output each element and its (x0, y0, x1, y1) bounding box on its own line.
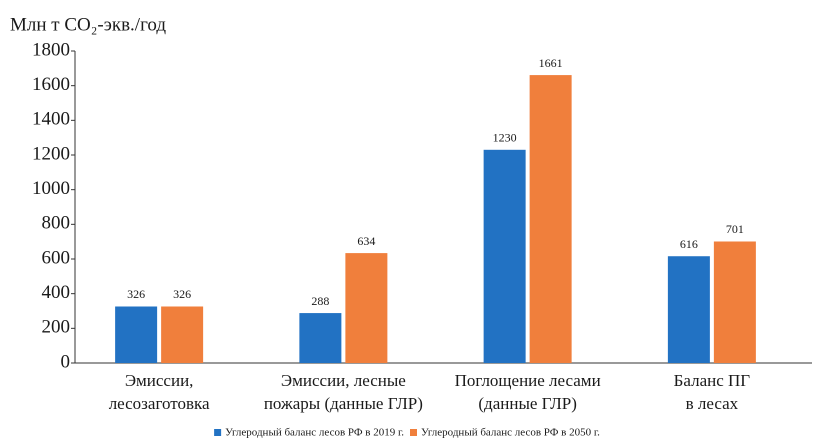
bar (161, 306, 204, 363)
x-tick-label: Баланс ПГ (674, 371, 751, 390)
data-label: 326 (127, 287, 145, 301)
data-label: 326 (173, 287, 191, 301)
bar (713, 241, 756, 363)
y-tick-label: 0 (61, 351, 71, 372)
data-label: 1230 (493, 131, 517, 145)
legend-label: Углеродный баланс лесов РФ в 2019 г. (225, 427, 404, 439)
legend-swatch (410, 429, 417, 436)
data-label: 634 (357, 234, 375, 248)
y-tick-label: 1200 (32, 143, 70, 164)
x-tick-label: Эмиссии, (125, 371, 194, 390)
bar (667, 256, 710, 363)
data-label: 701 (726, 222, 744, 236)
y-axis-label: Млн т CO₂-экв./год (10, 14, 166, 35)
bar (115, 306, 158, 363)
legend-swatch (214, 429, 222, 436)
data-label: 616 (680, 237, 698, 251)
x-tick-label: Поглощение лесами (455, 371, 601, 390)
data-label: 288 (311, 294, 329, 308)
y-tick-label: 1800 (32, 39, 70, 60)
y-tick-label: 400 (42, 282, 71, 303)
x-tick-label: пожары (данные ГЛР) (264, 394, 423, 413)
y-tick-label: 1600 (32, 74, 70, 95)
y-tick-label: 1400 (32, 109, 70, 130)
y-tick-label: 200 (42, 317, 71, 338)
bar (483, 149, 526, 363)
bar (345, 253, 388, 363)
x-tick-label: (данные ГЛР) (478, 394, 576, 413)
y-tick-label: 600 (42, 247, 71, 268)
y-tick-label: 800 (42, 213, 71, 234)
y-tick-label: 1000 (32, 178, 70, 199)
legend: Углеродный баланс лесов РФ в 2019 г. Угле… (214, 427, 600, 439)
x-tick-label: Эмиссии, лесные (281, 371, 406, 390)
bar (299, 313, 342, 363)
legend-label: Углеродный баланс лесов РФ в 2050 г. (421, 427, 600, 439)
data-label: 1661 (539, 56, 563, 70)
x-tick-label: лесозаготовка (109, 394, 210, 413)
x-tick-label: в лесах (686, 394, 739, 413)
bar (529, 75, 572, 364)
